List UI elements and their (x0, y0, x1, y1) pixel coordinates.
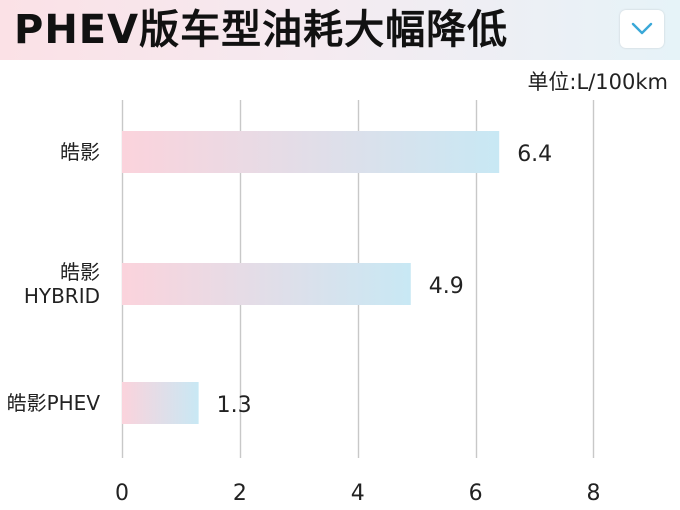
data-label: 4.9 (429, 274, 464, 299)
bar (122, 131, 500, 173)
data-label: 6.4 (517, 142, 552, 167)
tick-label: 4 (351, 481, 365, 506)
chevron-down-icon (631, 22, 653, 35)
bar-layer (122, 131, 500, 424)
category-label: 皓影 HYBRID (24, 260, 100, 308)
tick-label: 0 (115, 481, 129, 506)
page-title: PHEV版车型油耗大幅降低 (14, 7, 509, 53)
bar (122, 263, 411, 305)
category-label: 皓影PHEV (7, 391, 101, 415)
tick-label: 2 (233, 481, 247, 506)
title-bar: PHEV版车型油耗大幅降低 (0, 0, 680, 60)
tick-label: 8 (586, 481, 600, 506)
unit-label: 单位:L/100km (527, 70, 668, 94)
label-layer: 6.4 皓影 4.9 皓影 HYBRID 1.3 皓影PHEV (7, 140, 553, 418)
data-label: 1.3 (217, 393, 252, 418)
category-label: 皓影 (60, 140, 100, 164)
tick-label: 6 (469, 481, 483, 506)
bar (122, 382, 199, 424)
tick-layer: 0 2 4 6 8 (115, 481, 600, 506)
dropdown-button[interactable] (620, 10, 664, 48)
